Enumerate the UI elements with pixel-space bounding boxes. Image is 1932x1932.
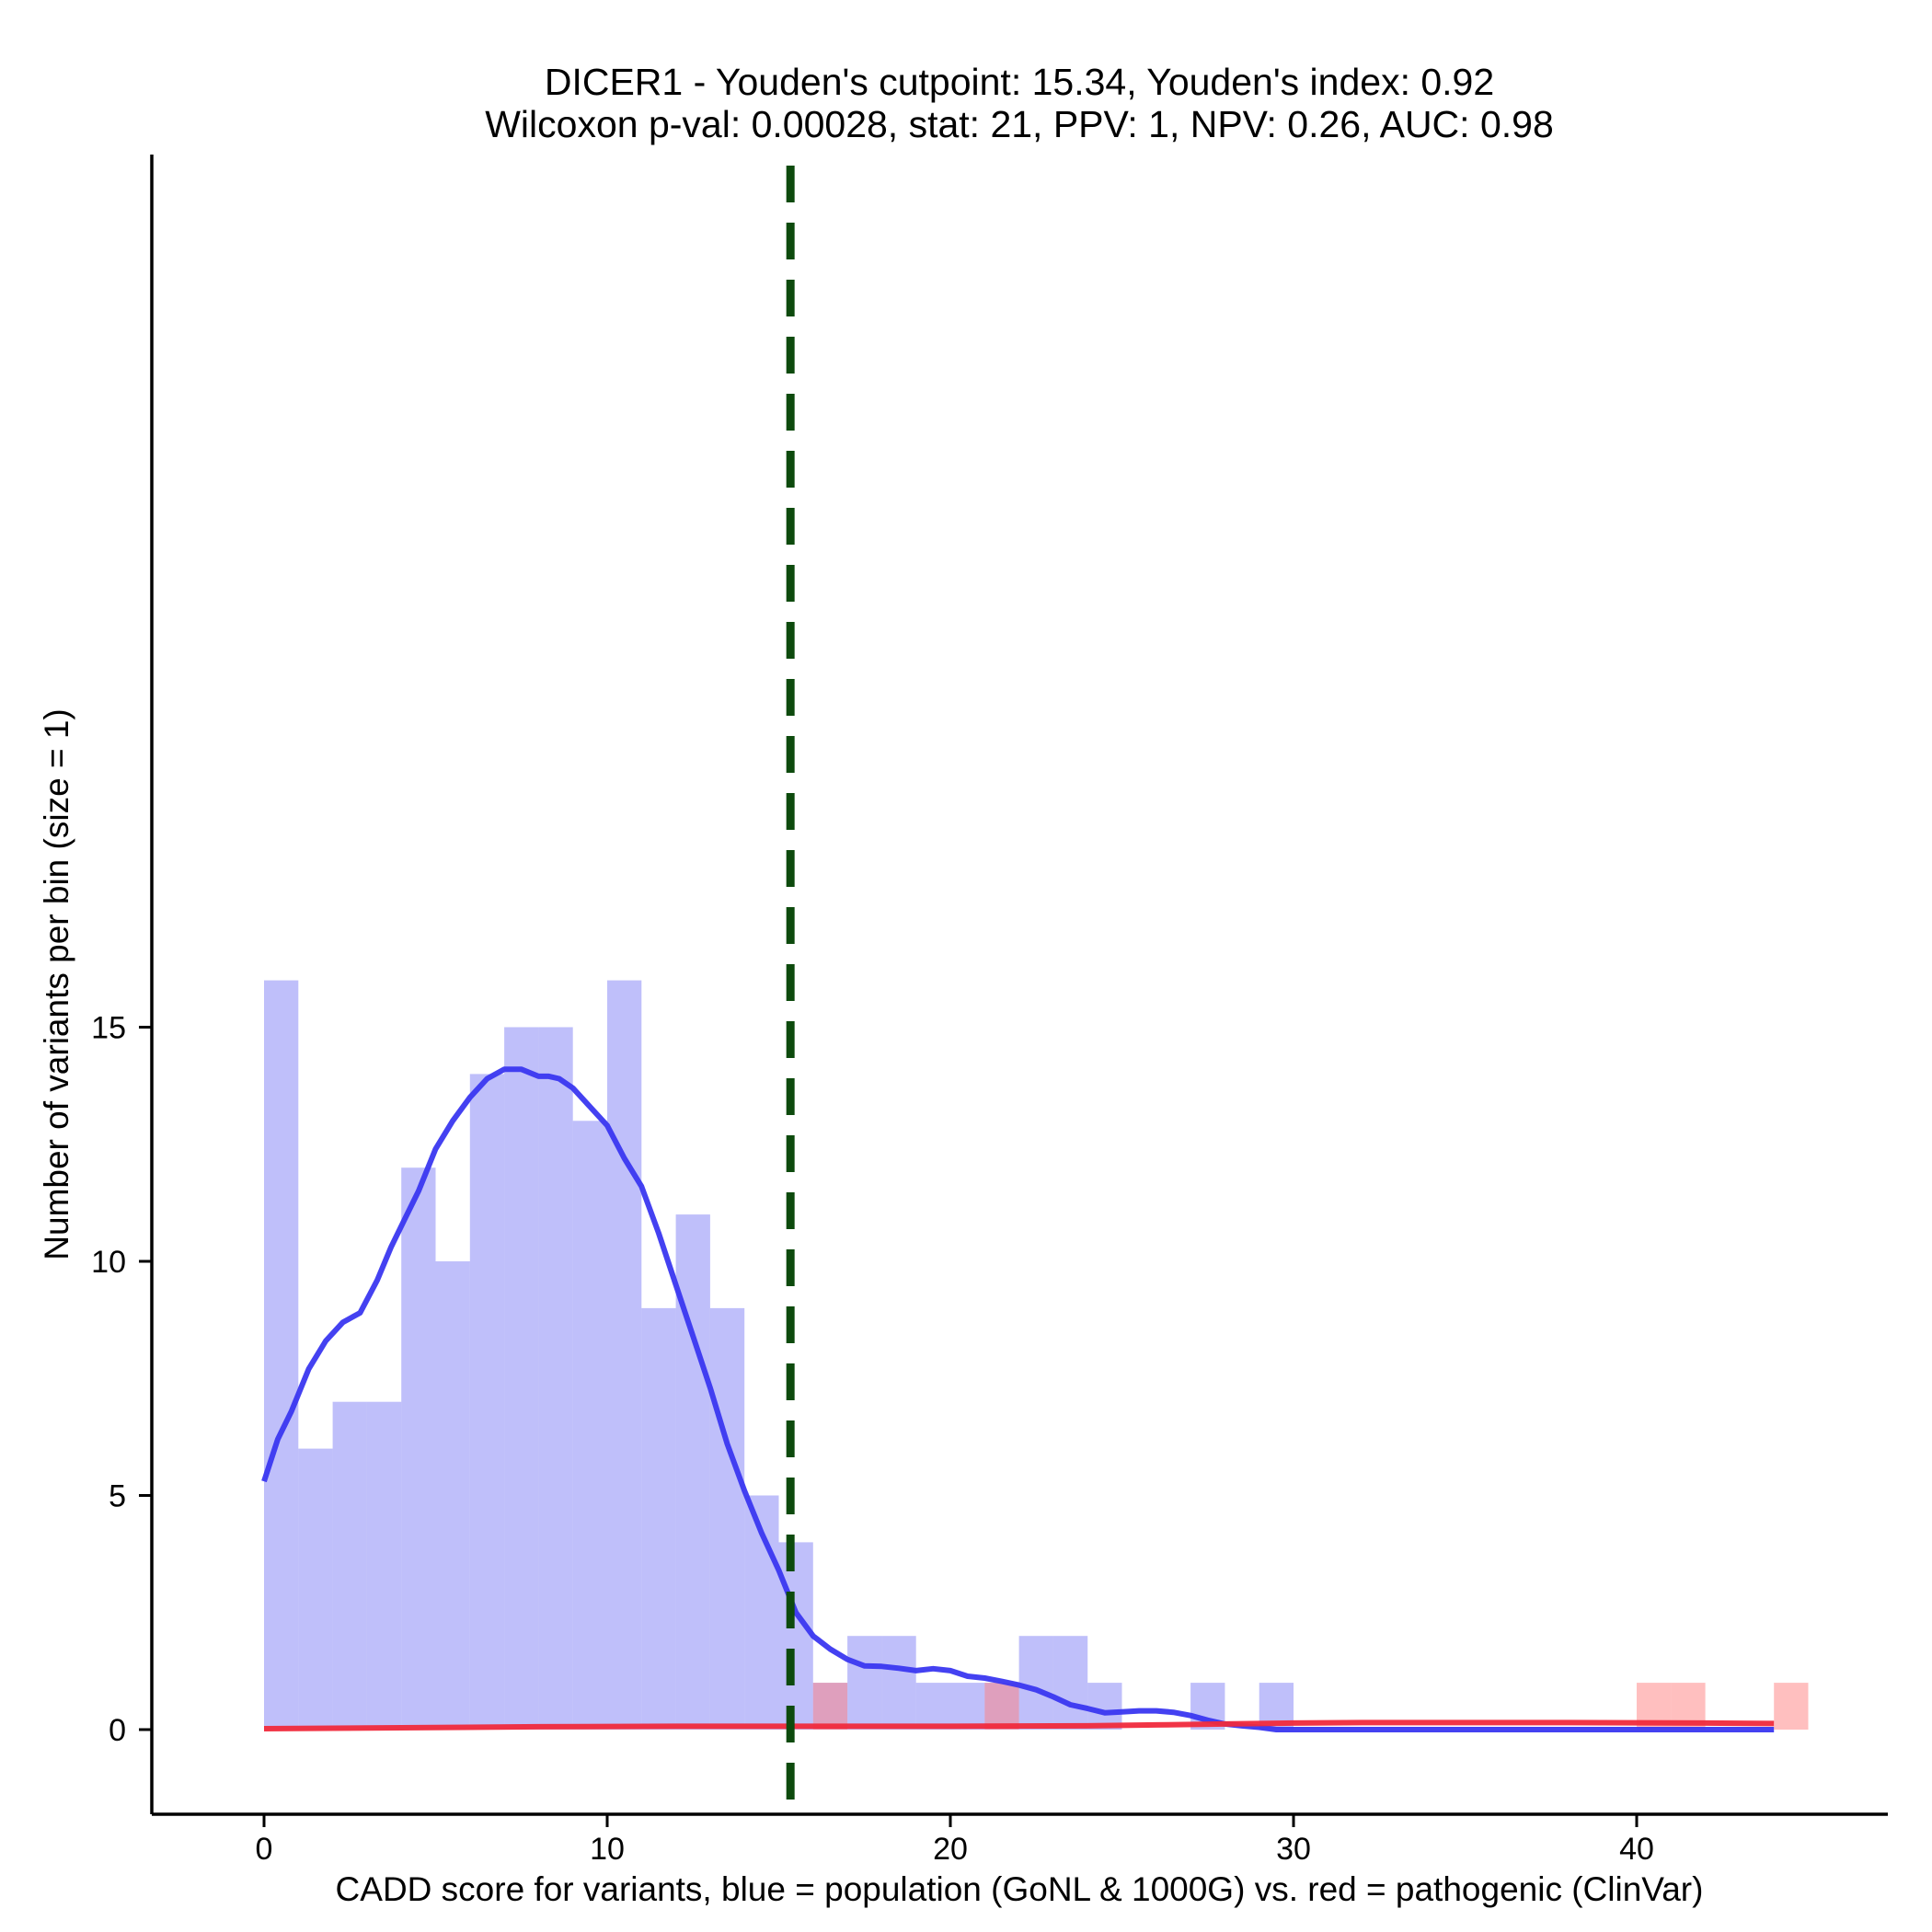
x-tick-label: 0 (256, 1832, 273, 1867)
population-bar (469, 1074, 505, 1730)
population-bar (298, 1448, 333, 1730)
y-ticks: 0 5 10 15 (91, 1011, 152, 1748)
axes (150, 155, 1888, 1816)
population-bar (641, 1307, 676, 1730)
population-bar (332, 1401, 367, 1730)
y-axis-title: Number of variants per bin (size = 1) (38, 708, 75, 1259)
population-bar (847, 1636, 882, 1730)
population-bar (401, 1167, 436, 1730)
population-density-curve (261, 1066, 1775, 1732)
x-tick-label: 20 (933, 1832, 968, 1867)
y-tick-label: 5 (109, 1479, 126, 1514)
population-bar (504, 1027, 539, 1730)
y-tick-label: 15 (91, 1011, 126, 1046)
x-ticks: 0 10 20 30 40 (256, 1814, 1654, 1867)
population-bar (1087, 1683, 1122, 1730)
y-tick-label: 0 (109, 1713, 126, 1748)
population-bar (709, 1307, 745, 1730)
population-bar (435, 1261, 470, 1730)
population-bar (1018, 1636, 1053, 1730)
x-tick-label: 30 (1276, 1832, 1311, 1867)
chart-title-line1: DICER1 - Youden's cutpoint: 15.34, Youde… (545, 61, 1494, 103)
population-bar (572, 1121, 607, 1730)
population-bar (915, 1683, 950, 1730)
chart-title-line2: Wilcoxon p-val: 0.00028, stat: 21, PPV: … (485, 103, 1554, 145)
population-bar (366, 1401, 402, 1730)
pathogenic-density-curve (263, 1719, 1775, 1731)
pathogenic-bar (812, 1683, 848, 1730)
pathogenic-bar (984, 1683, 1019, 1730)
population-bar (778, 1542, 813, 1730)
population-bar (1052, 1636, 1088, 1730)
population-bar (950, 1683, 985, 1730)
population-bar (607, 980, 642, 1730)
x-tick-label: 40 (1619, 1832, 1654, 1867)
pathogenic-bar (1774, 1683, 1809, 1730)
population-bar (538, 1027, 573, 1730)
population-bar (264, 980, 299, 1730)
x-tick-label: 10 (590, 1832, 625, 1867)
population-bars (264, 980, 1294, 1730)
y-tick-label: 10 (91, 1245, 126, 1280)
density-curves (261, 1066, 1775, 1732)
x-axis-title: CADD score for variants, blue = populati… (336, 1870, 1704, 1908)
population-bar (881, 1636, 916, 1730)
